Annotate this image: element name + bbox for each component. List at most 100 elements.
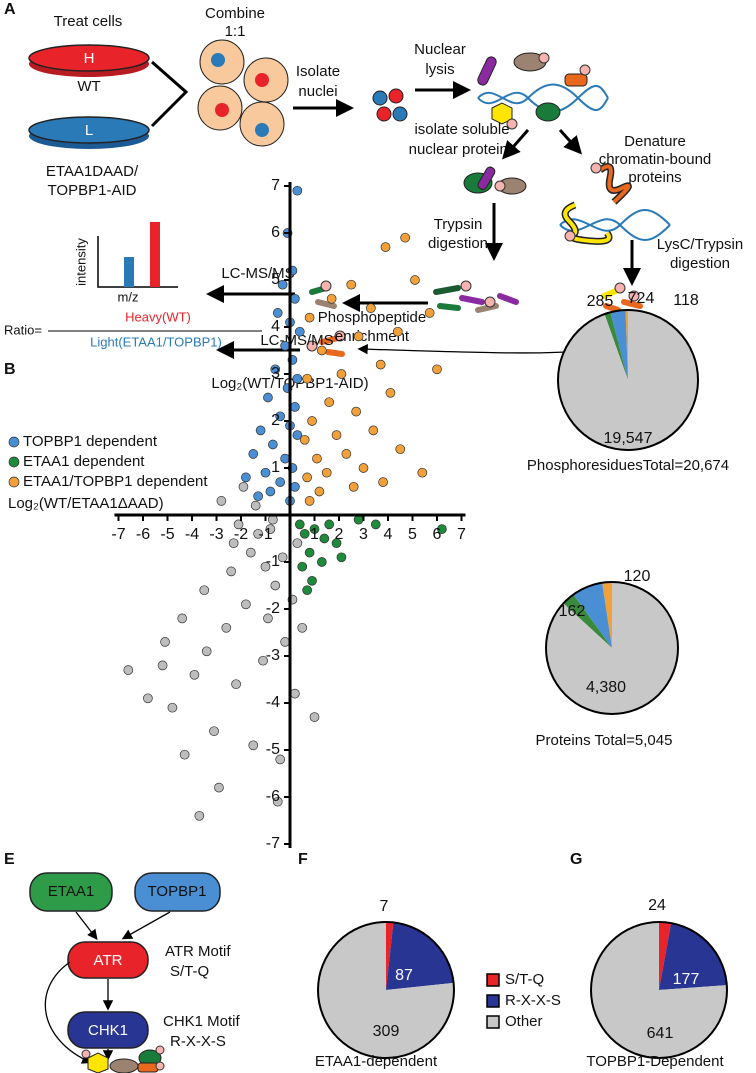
point bbox=[324, 519, 335, 530]
pie-slice bbox=[573, 582, 612, 648]
point bbox=[336, 552, 347, 563]
point bbox=[255, 425, 266, 436]
point bbox=[290, 688, 300, 699]
point bbox=[248, 740, 259, 751]
point bbox=[324, 397, 335, 408]
point bbox=[258, 655, 268, 666]
legend-label: ETAA1/TOPBP1 dependent bbox=[23, 473, 208, 490]
point bbox=[280, 637, 290, 647]
point bbox=[265, 486, 276, 497]
x-tick-label: 1 bbox=[310, 526, 319, 543]
label: chromatin-bound bbox=[599, 151, 712, 168]
point bbox=[221, 622, 232, 633]
label: LC-MS/MS bbox=[260, 332, 333, 349]
node-label: TOPBP1 bbox=[148, 883, 207, 900]
pie-caption: TOPBP1-Dependent bbox=[586, 1053, 724, 1070]
label: Isolate bbox=[296, 63, 340, 80]
legend-marker bbox=[8, 456, 20, 468]
label: LC-MS/MS bbox=[221, 265, 294, 282]
point bbox=[157, 660, 168, 671]
y-tick-label: -2 bbox=[266, 600, 280, 617]
label: Light(ETAA1/TOPBP1) bbox=[90, 334, 222, 349]
x-tick-label: 4 bbox=[384, 526, 393, 543]
nuclei bbox=[372, 88, 408, 122]
point bbox=[299, 434, 310, 445]
point bbox=[275, 411, 286, 422]
pie-slice bbox=[386, 922, 394, 990]
point bbox=[395, 444, 406, 455]
label: Heavy(WT) bbox=[125, 309, 191, 324]
point bbox=[226, 566, 237, 577]
point bbox=[358, 463, 369, 473]
legend-label: S/T-Q bbox=[505, 971, 544, 988]
point bbox=[253, 491, 263, 502]
point bbox=[341, 449, 352, 459]
point bbox=[241, 472, 251, 483]
point bbox=[309, 524, 320, 534]
point bbox=[143, 693, 153, 704]
legend-label: TOPBP1 dependent bbox=[23, 433, 158, 450]
point bbox=[238, 481, 249, 492]
point bbox=[292, 373, 303, 384]
label: Trypsin bbox=[434, 216, 483, 233]
label: R-X-X-S bbox=[170, 1033, 226, 1050]
y-tick-label: 6 bbox=[271, 224, 280, 241]
legend-label: Other bbox=[505, 1013, 543, 1030]
value-label: 641 bbox=[647, 1025, 674, 1042]
point bbox=[302, 373, 312, 384]
point bbox=[275, 754, 286, 765]
value-label: 120 bbox=[624, 568, 651, 585]
y-tick-label: -4 bbox=[266, 694, 280, 711]
point bbox=[346, 279, 357, 290]
label: WT bbox=[77, 78, 100, 95]
value-label: 24 bbox=[648, 897, 666, 914]
pie-slice bbox=[591, 922, 727, 1058]
point bbox=[260, 561, 271, 572]
point bbox=[326, 293, 337, 304]
value-label: 7 bbox=[380, 898, 389, 915]
cells bbox=[197, 39, 289, 147]
point bbox=[375, 359, 386, 370]
point bbox=[317, 557, 327, 567]
x-tick-label: 6 bbox=[433, 526, 442, 543]
x-tick-label: -3 bbox=[209, 526, 223, 543]
y-tick-label: 7 bbox=[271, 177, 280, 194]
node bbox=[67, 1011, 149, 1049]
pie-slice bbox=[563, 594, 612, 648]
value-label: 118 bbox=[673, 292, 699, 309]
legend-marker bbox=[8, 436, 20, 448]
point bbox=[317, 345, 327, 356]
point bbox=[245, 547, 256, 558]
x-tick-label: -4 bbox=[185, 526, 199, 543]
arrow bbox=[502, 129, 530, 160]
label: H bbox=[84, 50, 95, 67]
point bbox=[194, 810, 205, 821]
node bbox=[134, 872, 221, 912]
point bbox=[331, 538, 342, 549]
node-label: CHK1 bbox=[88, 1022, 128, 1039]
point bbox=[307, 575, 317, 586]
bracket bbox=[150, 60, 189, 128]
point bbox=[214, 782, 224, 793]
legend-marker bbox=[8, 476, 20, 488]
x-tick-label: -5 bbox=[160, 526, 174, 543]
node-label: ATR bbox=[94, 952, 123, 969]
arrow bbox=[121, 911, 171, 940]
point bbox=[370, 519, 381, 530]
y-tick-label: -1 bbox=[266, 553, 280, 570]
pie-slice bbox=[625, 310, 628, 380]
point bbox=[297, 622, 308, 633]
point bbox=[272, 308, 283, 318]
value-label: 19,547 bbox=[604, 430, 653, 447]
pie-outline bbox=[545, 581, 679, 715]
y-tick-label: 2 bbox=[271, 412, 280, 429]
arrow bbox=[558, 128, 583, 155]
label: S/T-Q bbox=[170, 963, 209, 980]
value-label: 162 bbox=[559, 603, 586, 620]
x-tick-label: -7 bbox=[111, 526, 125, 543]
point bbox=[248, 449, 259, 459]
label: CHK1 Motif bbox=[163, 1013, 241, 1030]
value-label: 4,380 bbox=[586, 679, 626, 696]
legend-swatch bbox=[486, 973, 500, 987]
point bbox=[353, 514, 364, 525]
